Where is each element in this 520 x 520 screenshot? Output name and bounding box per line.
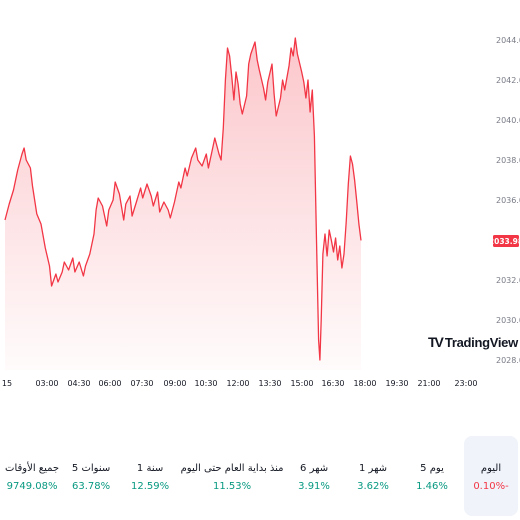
tradingview-logo-icon: TV	[428, 334, 444, 350]
x-tick-label: 15:00	[290, 379, 313, 388]
period-label: 5 يوم	[420, 462, 444, 474]
period-value: 12.59%	[131, 480, 170, 492]
period-value: 9749.08%	[6, 480, 58, 492]
tradingview-logo[interactable]: TV TradingView	[428, 334, 518, 350]
y-tick-label: 2044.00	[496, 36, 520, 45]
period-value: 3.91%	[298, 480, 330, 492]
x-tick-label: 16:30	[321, 379, 344, 388]
period-label: جميع الأوقات	[5, 462, 60, 474]
period-5-day[interactable]: 5 يوم 1.46%	[405, 436, 459, 516]
period-label: اليوم	[480, 462, 502, 474]
x-tick-label: 07:30	[130, 379, 153, 388]
tradingview-logo-text: TradingView	[444, 334, 518, 350]
period-value: 63.78%	[72, 480, 111, 492]
period-performance-bar: اليوم 0.10%- 5 يوم 1.46% 1 شهر 3.62% 6 ش…	[0, 436, 520, 516]
period-all-time[interactable]: جميع الأوقات 9749.08%	[5, 436, 59, 516]
x-tick-label: 04:30	[67, 379, 90, 388]
price-chart[interactable]: 2044.002042.002040.002038.002036.002034.…	[0, 0, 520, 400]
x-axis: 15 03:00 04:30 06:00 07:30 09:00 10:30 12:00 13:…	[2, 379, 478, 388]
price-line	[4, 37, 362, 361]
period-ytd[interactable]: منذ بداية العام حتى اليوم 11.53%	[180, 436, 284, 516]
period-value: 11.53%	[212, 480, 252, 492]
period-value: 3.62%	[357, 480, 389, 492]
x-tick-label: 23:00	[454, 379, 477, 388]
y-tick-label: 2042.00	[496, 76, 520, 85]
y-tick-label: 2036.00	[496, 196, 520, 205]
last-price-tag: 2033.98	[489, 235, 520, 247]
x-tick-label: 18:00	[353, 379, 376, 388]
period-value: 0.10%-	[473, 480, 509, 492]
period-label: 6 شهر	[300, 462, 329, 474]
period-today[interactable]: اليوم 0.10%-	[464, 436, 518, 516]
period-5-years[interactable]: 5 سنوات 63.78%	[64, 436, 118, 516]
period-label: منذ بداية العام حتى اليوم	[180, 462, 284, 474]
period-value: 1.46%	[416, 480, 448, 492]
period-label: 1 شهر	[359, 462, 388, 474]
x-tick-label: 10:30	[194, 379, 217, 388]
price-area-fill	[5, 38, 361, 370]
x-tick-label: 15	[2, 379, 12, 388]
y-axis: 2044.002042.002040.002038.002036.002034.…	[496, 36, 520, 365]
y-tick-label: 2028.00	[496, 356, 520, 365]
period-label: 1 سنة	[136, 462, 164, 474]
period-1-month[interactable]: 1 شهر 3.62%	[346, 436, 400, 516]
x-tick-label: 03:00	[35, 379, 58, 388]
y-tick-label: 2038.00	[496, 156, 520, 165]
x-tick-label: 12:00	[226, 379, 249, 388]
y-tick-label: 2030.00	[496, 316, 520, 325]
y-tick-label: 2040.00	[496, 116, 520, 125]
x-tick-label: 09:00	[163, 379, 186, 388]
x-tick-label: 13:30	[258, 379, 281, 388]
period-label: 5 سنوات	[71, 462, 111, 474]
x-tick-label: 06:00	[98, 379, 121, 388]
period-6-month[interactable]: 6 شهر 3.91%	[287, 436, 341, 516]
last-price-label: 2033.98	[489, 237, 520, 246]
y-tick-label: 2032.00	[496, 276, 520, 285]
x-tick-label: 21:00	[417, 379, 440, 388]
x-tick-label: 19:30	[385, 379, 408, 388]
period-1-year[interactable]: 1 سنة 12.59%	[123, 436, 177, 516]
